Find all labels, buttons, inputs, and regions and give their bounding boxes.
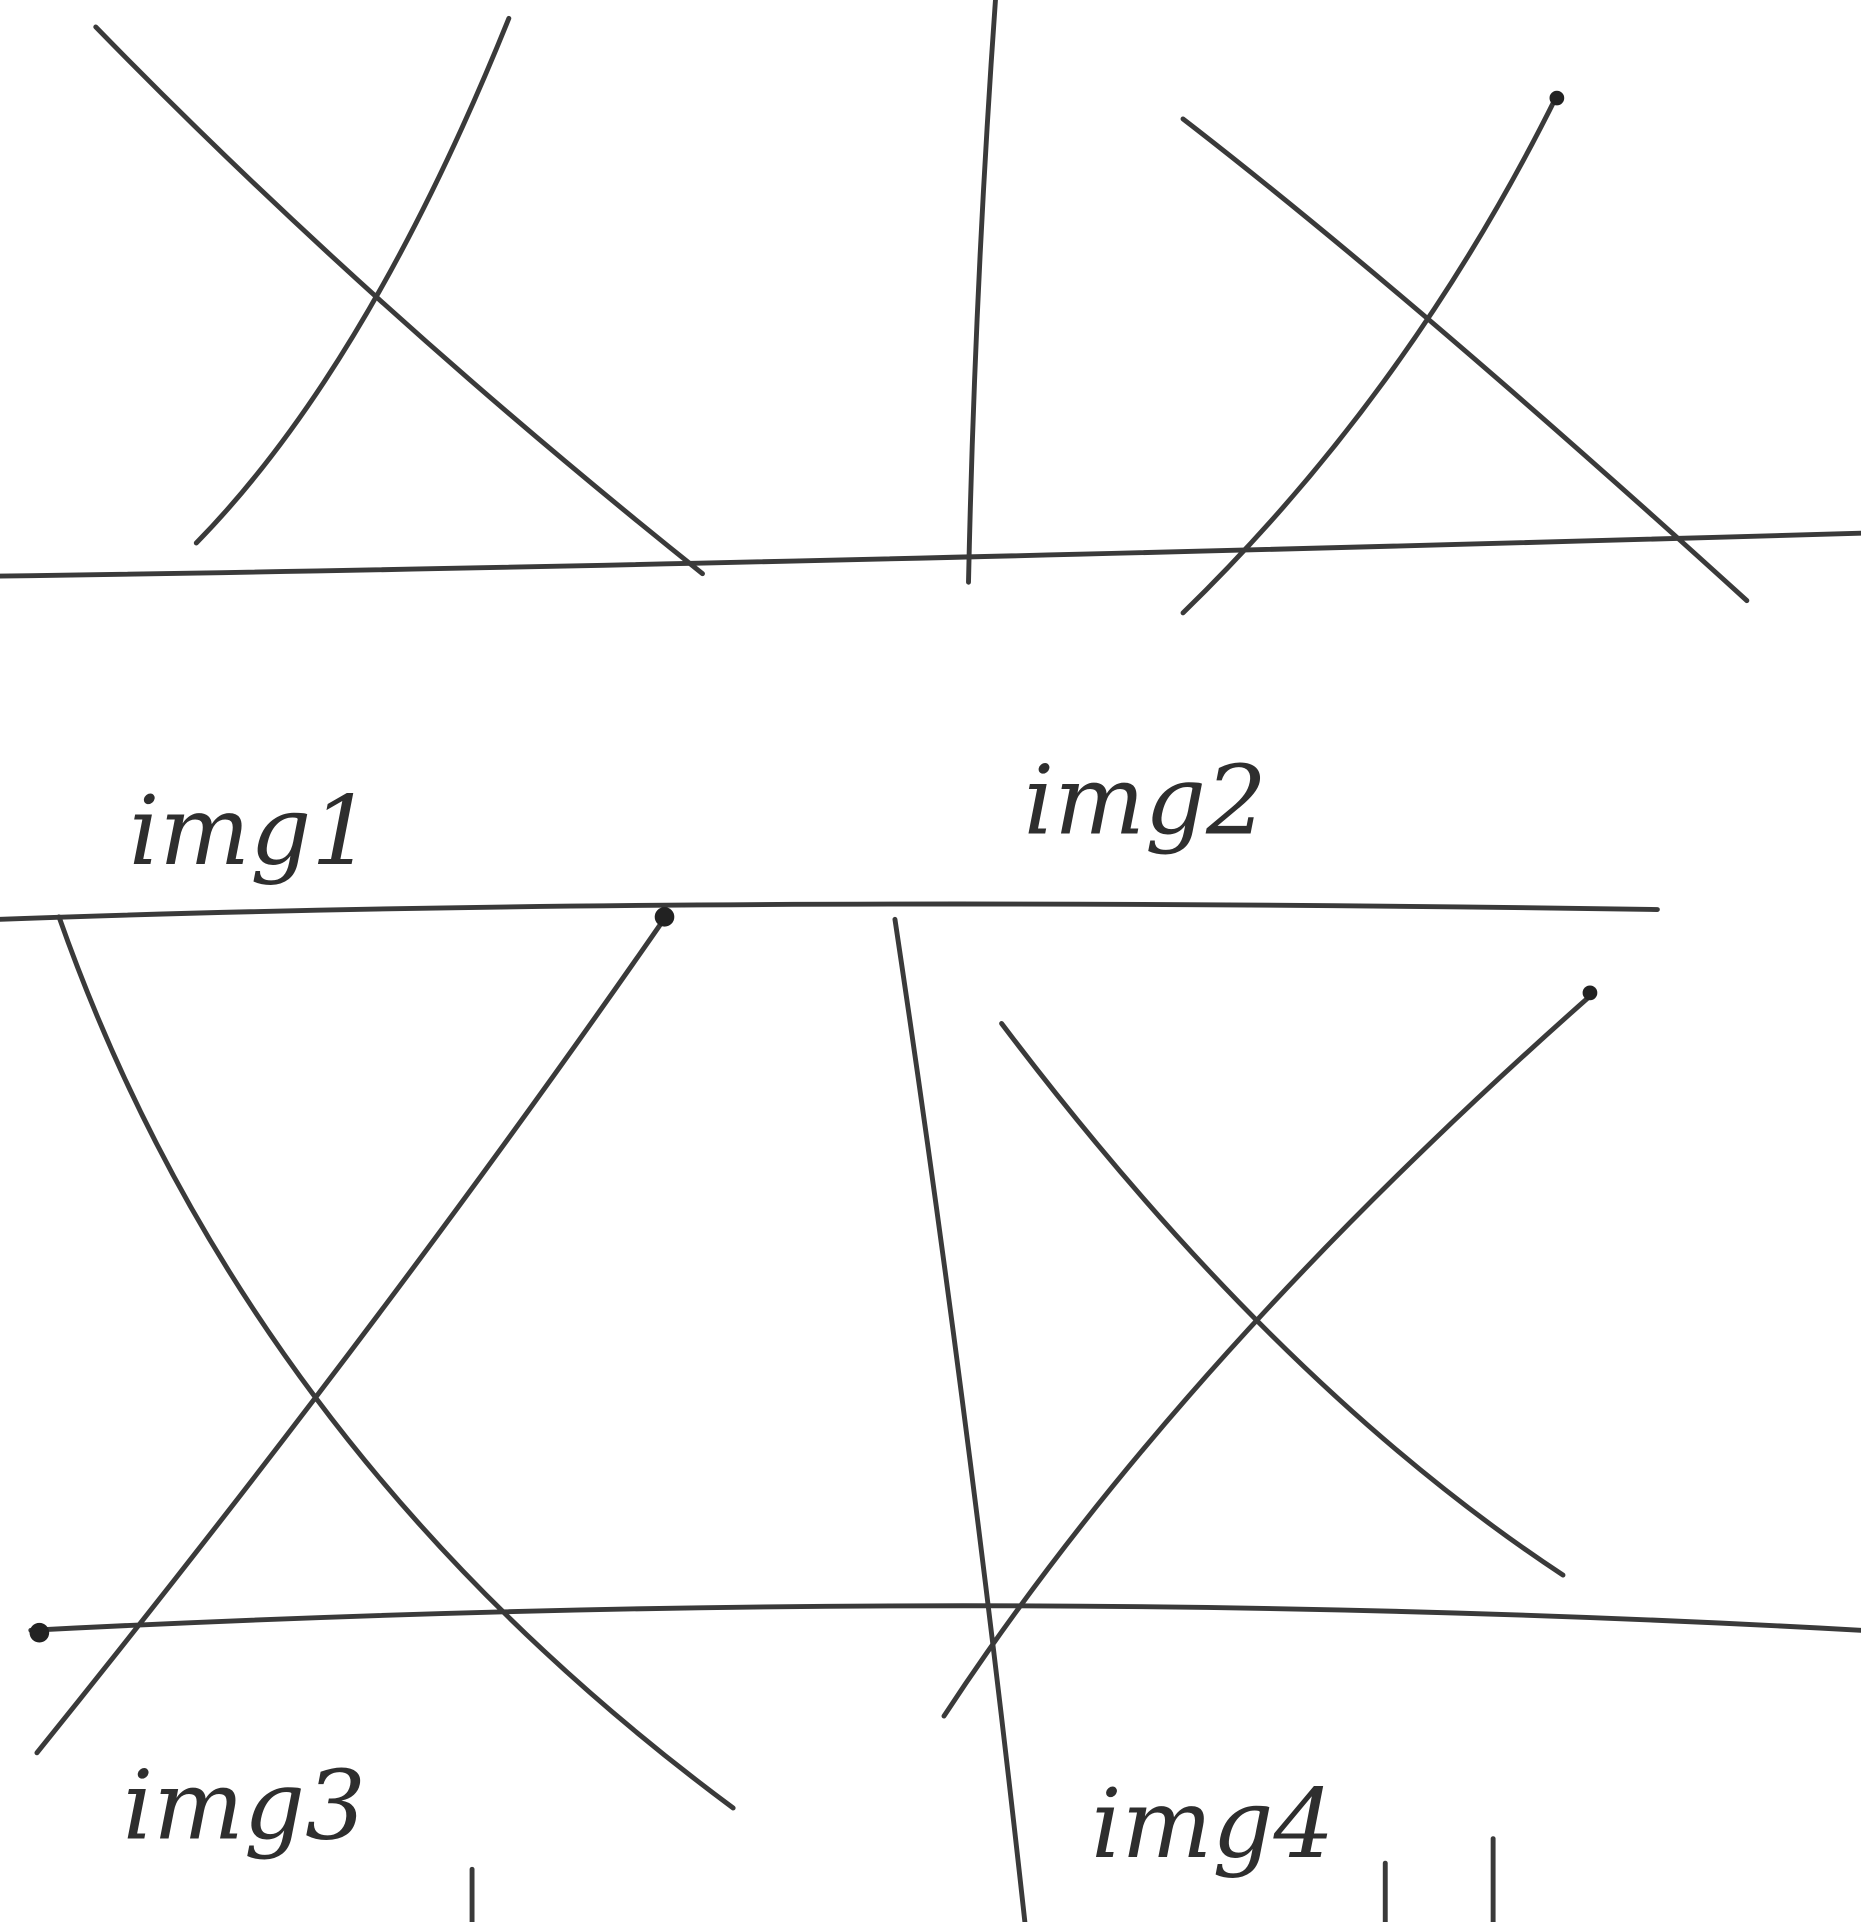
cross-stroke bbox=[999, 1021, 1566, 1578]
ink-dot bbox=[1549, 90, 1565, 106]
cross-stroke bbox=[193, 15, 512, 546]
panel-label: img3 bbox=[123, 1750, 366, 1862]
ink-dot bbox=[29, 1622, 50, 1643]
horizontal-line bbox=[28, 1603, 1861, 1633]
ink-dot bbox=[654, 907, 675, 927]
horizontal-line bbox=[0, 901, 1660, 922]
vertical-line bbox=[892, 916, 1028, 1922]
panel-label: img1 bbox=[129, 775, 372, 887]
cross-stroke bbox=[93, 24, 705, 577]
panel-label: img2 bbox=[1024, 745, 1267, 857]
cross-stroke bbox=[1180, 116, 1750, 604]
ink-dot bbox=[1582, 985, 1598, 1001]
panel-label: img4 bbox=[1091, 1768, 1334, 1880]
cross-stroke bbox=[941, 990, 1597, 1719]
vertical-line bbox=[966, 0, 998, 585]
horizontal-line bbox=[0, 530, 1861, 579]
cross-stroke bbox=[56, 914, 736, 1811]
cross-stroke bbox=[1180, 93, 1560, 616]
